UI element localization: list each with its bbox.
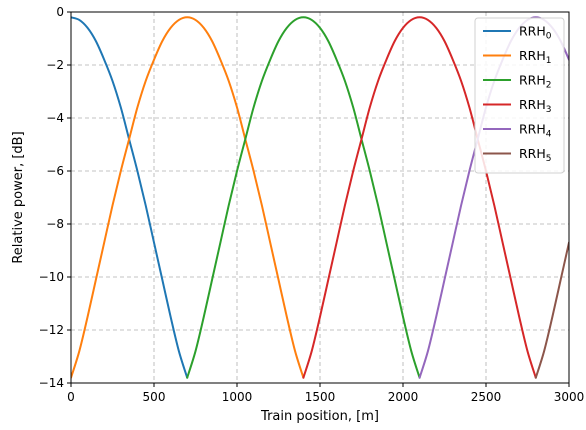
y-tick-label: −6 xyxy=(46,164,64,178)
y-axis-ticks: 0 −2 −4 −6 −8 −10 −12 −14 xyxy=(39,5,71,390)
y-tick-label: 0 xyxy=(56,5,64,19)
series-line-rrh5 xyxy=(534,241,569,379)
x-tick-label: 2000 xyxy=(388,390,419,404)
series-line-rrh2 xyxy=(186,16,421,379)
series-line-rrh0 xyxy=(71,16,189,379)
x-tick-label: 3000 xyxy=(554,390,585,404)
legend-entry-rrh0: RRH0 xyxy=(519,24,552,42)
legend-entry-rrh1: RRH1 xyxy=(519,48,552,66)
y-tick-label: −4 xyxy=(46,111,64,125)
legend-entry-rrh2: RRH2 xyxy=(519,73,552,91)
y-axis-label: Relative power, [dB] xyxy=(11,131,26,263)
y-tick-label: −8 xyxy=(46,217,64,231)
legend-entry-rrh5: RRH5 xyxy=(519,146,552,164)
x-tick-label: 0 xyxy=(67,390,75,404)
x-tick-label: 2500 xyxy=(471,390,502,404)
series-line-rrh1 xyxy=(71,16,305,379)
legend: RRH0 RRH1 RRH2 RRH3 RRH4 RRH5 xyxy=(474,17,565,174)
y-tick-label: −12 xyxy=(39,323,64,337)
x-tick-label: 1500 xyxy=(305,390,336,404)
x-tick-label: 1000 xyxy=(222,390,253,404)
series-line-rrh3 xyxy=(302,16,537,379)
legend-entry-rrh4: RRH4 xyxy=(519,122,552,140)
legend-entry-rrh3: RRH3 xyxy=(519,97,552,115)
legend-box xyxy=(474,17,565,174)
x-axis-label: Train position, [m] xyxy=(260,409,379,424)
x-axis-ticks: 0 500 1000 1500 2000 2500 3000 xyxy=(67,383,584,404)
x-tick-label: 500 xyxy=(143,390,166,404)
y-tick-label: −2 xyxy=(46,58,64,72)
y-tick-label: −10 xyxy=(39,270,64,284)
y-tick-label: −14 xyxy=(39,376,64,390)
